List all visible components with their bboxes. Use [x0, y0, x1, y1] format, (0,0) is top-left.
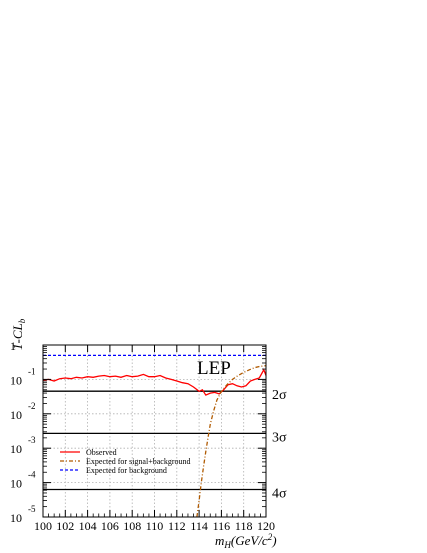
- y-tick-exponent: -2: [28, 401, 36, 411]
- x-axis-label: mH(GeV/c2): [215, 532, 277, 550]
- y-tick-exponent: -3: [28, 435, 36, 445]
- y-tick-exponent: -5: [28, 504, 36, 514]
- y-tick-label: 10: [10, 511, 22, 525]
- x-tick-label: 118: [235, 519, 253, 533]
- y-axis-label: 1-CLb: [10, 318, 27, 350]
- x-tick-label: 100: [34, 519, 52, 533]
- x-tick-label: 116: [213, 519, 231, 533]
- y-tick-exponent: -1: [28, 366, 36, 376]
- series-line: [196, 365, 267, 518]
- sigma-label: 3σ: [272, 430, 287, 445]
- sigma-label: 4σ: [272, 487, 287, 502]
- x-tick-label: 106: [101, 519, 119, 533]
- x-tick-label: 102: [56, 519, 74, 533]
- series-line: [42, 368, 267, 396]
- x-tick-label: 110: [146, 519, 164, 533]
- legend-label: Expected for background: [86, 466, 167, 475]
- y-tick-label: 1: [10, 339, 16, 353]
- sigma-lines: 2σ 3σ 4σ: [43, 388, 287, 502]
- sigma-label: 2σ: [272, 388, 287, 403]
- y-tick-label: 10: [10, 477, 22, 491]
- x-tick-label: 108: [123, 519, 141, 533]
- axis-ticks: 100 102 104 106 108 110 112 114 116 118 120110-110…: [10, 339, 275, 533]
- data-series: [42, 354, 267, 518]
- legend-label: Observed: [86, 448, 117, 457]
- y-tick-exponent: -4: [28, 470, 36, 480]
- legend-label: Expected for signal+background: [86, 457, 190, 466]
- x-tick-label: 104: [79, 519, 97, 533]
- y-tick-label: 10: [10, 442, 22, 456]
- x-tick-label: 114: [190, 519, 208, 533]
- grid-lines: [43, 345, 266, 517]
- lep-annotation: LEP: [197, 358, 231, 379]
- x-tick-label: 120: [257, 519, 275, 533]
- y-tick-label: 10: [10, 408, 22, 422]
- x-tick-label: 112: [168, 519, 186, 533]
- y-tick-label: 10: [10, 373, 22, 387]
